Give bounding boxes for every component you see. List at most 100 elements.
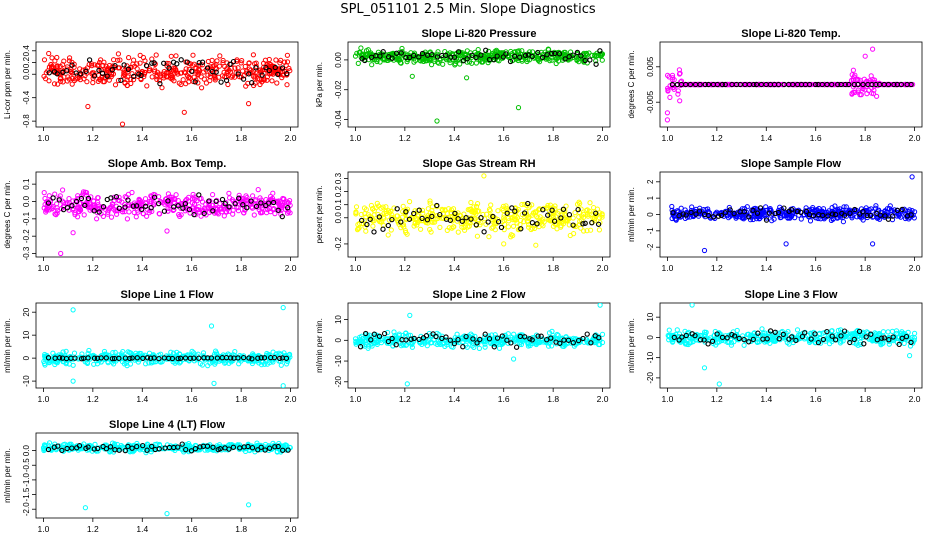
data-point-black — [125, 443, 131, 450]
data-point — [584, 207, 590, 213]
data-point — [558, 224, 564, 230]
y-tick-label: 20 — [22, 307, 31, 316]
x-tick-label: 2.0 — [597, 394, 609, 404]
data-point-black — [562, 56, 568, 62]
data-point — [385, 329, 391, 336]
y-tick-label: -0.2 — [22, 229, 31, 243]
data-point — [404, 381, 410, 387]
data-point — [255, 187, 261, 193]
data-point-black — [151, 60, 157, 66]
data-point-black — [109, 67, 115, 73]
data-point — [363, 228, 369, 234]
x-tick-label: 2.0 — [909, 394, 921, 404]
data-point-black — [570, 52, 576, 58]
data-point-black — [582, 220, 588, 226]
data-point-black — [429, 213, 435, 220]
data-point-black — [112, 63, 118, 69]
data-point — [575, 56, 582, 62]
data-point — [191, 358, 197, 364]
data-point — [355, 226, 361, 232]
data-point-black — [885, 81, 892, 88]
data-point-black — [473, 54, 479, 61]
data-point — [66, 196, 72, 202]
y-tick-label: 0.1 — [22, 178, 31, 190]
data-point — [46, 50, 52, 57]
data-point-black — [416, 54, 422, 60]
data-point — [864, 329, 870, 335]
data-point-black — [165, 198, 171, 204]
data-point-black — [192, 79, 198, 85]
data-point-black — [494, 53, 500, 59]
data-point-black — [277, 355, 283, 362]
y-tick-label: 0.1 — [334, 199, 343, 211]
data-point — [677, 210, 683, 216]
data-point-black — [772, 210, 778, 217]
y-tick-label: 10 — [646, 312, 655, 321]
data-point — [198, 74, 204, 80]
data-point — [481, 338, 488, 344]
data-point — [358, 211, 364, 218]
data-point — [832, 81, 838, 88]
data-point — [90, 80, 96, 86]
data-point-black — [483, 47, 489, 53]
data-point-black — [470, 336, 476, 342]
y-tick-label: -20 — [646, 372, 655, 384]
data-point-black — [367, 216, 373, 222]
data-point — [58, 78, 64, 84]
data-point-black — [851, 336, 857, 343]
data-point — [146, 66, 153, 72]
data-point — [283, 352, 289, 358]
data-point — [376, 217, 382, 223]
data-point-black — [99, 70, 106, 76]
points-layer — [41, 305, 293, 388]
data-point-black — [799, 333, 806, 340]
x-tick-label: 2.0 — [909, 263, 921, 273]
y-tick-label: -0.1 — [22, 211, 31, 225]
data-point-black — [693, 211, 699, 217]
data-point — [236, 361, 242, 367]
x-tick-label: 2.0 — [285, 394, 297, 404]
data-point-black — [434, 54, 441, 60]
data-point-black — [265, 200, 272, 206]
data-point-black — [380, 49, 386, 55]
data-point — [783, 336, 789, 342]
data-point — [232, 349, 238, 355]
data-point-black — [46, 70, 52, 76]
data-point-black — [855, 81, 861, 88]
data-point — [599, 214, 605, 220]
data-point — [885, 329, 891, 335]
data-point-black — [447, 217, 453, 223]
data-point — [907, 207, 913, 213]
data-point — [858, 334, 864, 341]
data-point — [587, 200, 593, 206]
data-point-black — [78, 195, 85, 202]
data-point — [435, 49, 441, 55]
data-point — [253, 197, 259, 203]
y-tick-label: 0.2 — [334, 186, 343, 198]
data-point — [840, 219, 847, 225]
data-point-black — [582, 57, 588, 64]
data-point-black — [403, 209, 409, 215]
data-point-black — [891, 81, 897, 88]
plot-frame — [659, 302, 923, 389]
data-point — [407, 312, 413, 318]
data-point-black — [719, 81, 726, 88]
data-point — [219, 206, 225, 212]
data-point — [519, 48, 525, 54]
data-point — [798, 216, 804, 222]
data-point — [151, 202, 157, 208]
y-tick-label: 0 — [646, 335, 655, 340]
data-point — [232, 74, 238, 80]
data-point — [855, 87, 861, 93]
data-point — [380, 336, 386, 342]
data-point-black — [149, 60, 155, 66]
data-point — [430, 211, 436, 217]
data-point-black — [59, 447, 65, 454]
data-point — [536, 206, 542, 212]
data-point — [398, 60, 404, 66]
data-point — [353, 204, 360, 210]
data-point — [525, 343, 532, 349]
data-point-black — [701, 337, 707, 343]
data-point-black — [846, 81, 852, 88]
data-point — [72, 76, 79, 82]
